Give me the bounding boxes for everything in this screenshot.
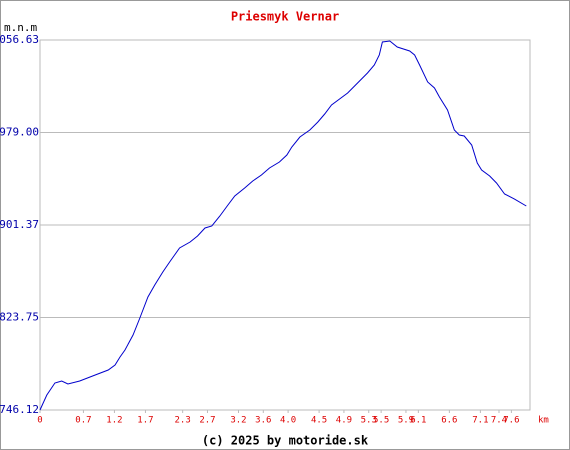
chart-title: Priesmyk Vernar [231,10,339,24]
x-tick-label: 7.4 [491,416,507,426]
x-tick-label: 4.0 [280,416,296,426]
x-tick-label: 1.2 [106,416,122,426]
x-tick-label: 0 [37,416,42,426]
footer: (c) 2025 by motoride.sk [202,434,369,448]
x-tick-label: 2.7 [199,416,215,426]
x-tick-label: 7.6 [503,416,519,426]
x-tick-label: 2.3 [175,416,191,426]
y-tick-label: 901.37 [0,218,39,231]
x-tick-label: 5.5 [373,416,389,426]
elevation-line [39,40,527,411]
x-tick-label: 5.9 [398,416,414,426]
x-tick-label: 6.1 [410,416,426,426]
x-tick-label: 1.7 [137,416,153,426]
x-tick-label: 0.7 [75,416,91,426]
x-tick-label: 6.6 [441,416,457,426]
y-tick-label: 979.00 [0,126,39,139]
x-tick-label: 4.5 [311,416,327,426]
x-tick-label: 3.6 [255,416,271,426]
y-axis-label: m.n.m [4,21,37,34]
x-tick-label: 3.2 [230,416,246,426]
x-tick-label: 5.3 [361,416,377,426]
y-tick-label: 746.12 [0,403,39,416]
y-tick-label: 1056.63 [0,33,39,46]
x-tick-label: 4.9 [336,416,352,426]
y-tick-label: 823.75 [0,310,39,323]
x-axis-label: km [538,416,549,426]
x-tick-label: 7.1 [472,416,488,426]
